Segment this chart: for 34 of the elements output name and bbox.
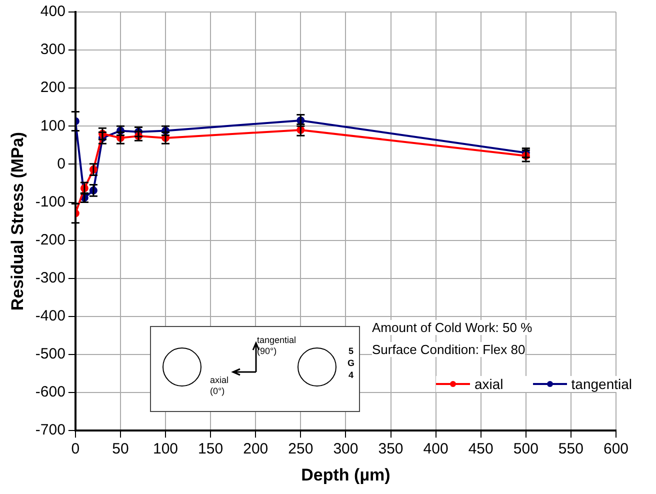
annotation: tangential (90°) xyxy=(257,335,298,357)
x-tick-label: 450 xyxy=(468,440,494,458)
y-tick-label: 400 xyxy=(40,3,66,20)
y-tick-label: 100 xyxy=(40,117,66,134)
x-axis-title: Depth (µm) xyxy=(301,465,390,484)
x-tick-label: 100 xyxy=(153,440,178,458)
y-tick-label: -700 xyxy=(35,422,66,439)
y-tick-label: -500 xyxy=(35,346,66,363)
y-tick-label: 200 xyxy=(40,79,66,96)
y-tick-label: -300 xyxy=(35,270,66,287)
x-tick-label: 500 xyxy=(513,440,538,458)
annotation: axial (0°) xyxy=(210,375,230,397)
y-tick-label: -100 xyxy=(35,193,66,210)
x-tick-label: 200 xyxy=(243,440,268,458)
x-tick-label: 0 xyxy=(71,440,80,458)
x-tick-label: 50 xyxy=(112,440,129,458)
x-tick-label: 600 xyxy=(603,440,629,458)
x-tick-label: 350 xyxy=(378,440,404,458)
legend-label: tangential xyxy=(571,376,632,392)
x-tick-label: 300 xyxy=(333,440,358,458)
annotation: Amount of Cold Work: 50 % xyxy=(372,320,532,335)
legend-label: axial xyxy=(474,376,504,392)
y-axis-title: Residual Stress (MPa) xyxy=(8,132,27,311)
y-tick-label: 300 xyxy=(40,41,66,58)
x-tick-label: 400 xyxy=(423,440,448,458)
annotation: Surface Condition: Flex 80 xyxy=(372,342,526,357)
x-tick-label: 550 xyxy=(558,440,584,458)
x-tick-label: 250 xyxy=(288,440,314,458)
y-tick-label: -400 xyxy=(35,308,66,325)
y-tick-label: 0 xyxy=(57,155,66,172)
x-tick-label: 150 xyxy=(198,440,224,458)
y-tick-label: -200 xyxy=(35,231,66,248)
y-tick-label: -600 xyxy=(35,384,66,401)
annotation: 5 G 4 xyxy=(347,345,355,381)
